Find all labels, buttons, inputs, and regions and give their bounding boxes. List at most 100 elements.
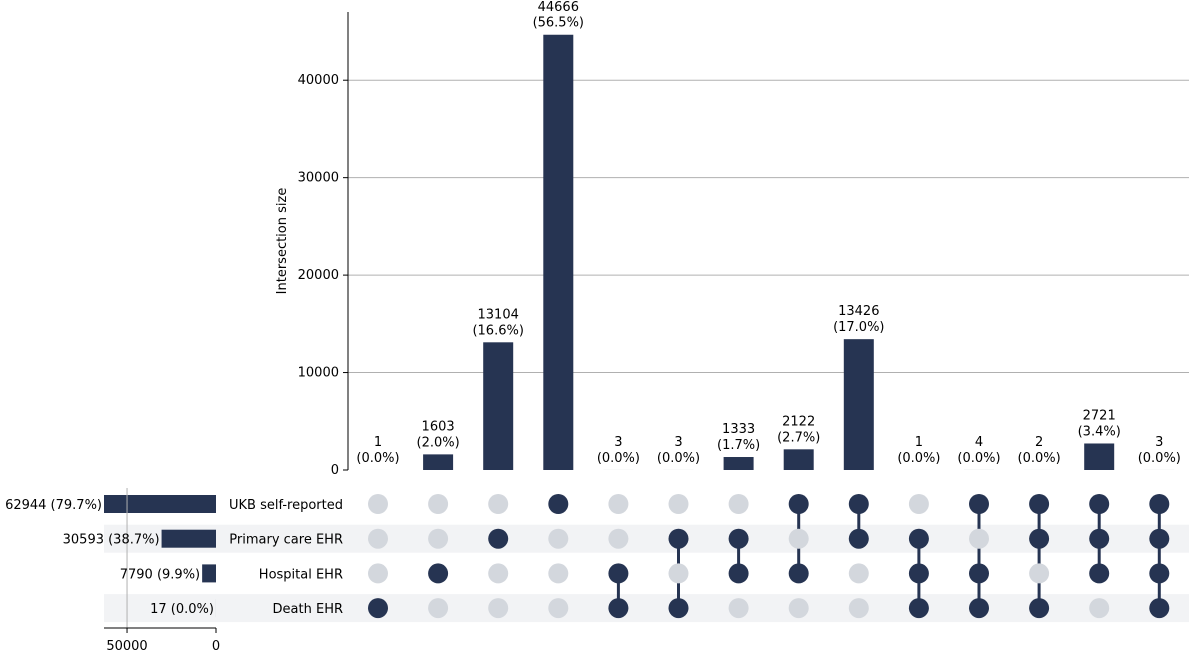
intersection-percent-label: (17.0%) bbox=[833, 320, 884, 335]
intersection-count-label: 4 bbox=[975, 435, 983, 450]
matrix-dot-inactive bbox=[368, 563, 388, 584]
matrix-dot-active bbox=[1029, 494, 1050, 514]
matrix-dot-inactive bbox=[1029, 563, 1050, 584]
set-size-bar bbox=[161, 529, 216, 548]
matrix-dot-active bbox=[1089, 528, 1110, 549]
intersection-percent-label: (2.0%) bbox=[417, 435, 460, 450]
matrix-dot-active bbox=[1089, 494, 1110, 514]
matrix-row-stripe bbox=[104, 594, 1189, 623]
matrix-dot-active bbox=[788, 563, 809, 584]
intersection-count-label: 3 bbox=[1155, 435, 1163, 450]
matrix-dot-active bbox=[608, 563, 629, 584]
intersection-percent-label: (2.7%) bbox=[777, 430, 820, 445]
matrix-dot-inactive bbox=[848, 563, 869, 584]
y-tick-label: 10000 bbox=[298, 366, 339, 381]
matrix-dot-inactive bbox=[488, 563, 509, 584]
matrix-dot-active bbox=[668, 528, 689, 549]
set-size-label: 17 (0.0%) bbox=[150, 602, 214, 617]
intersection-bar bbox=[543, 34, 574, 471]
intersection-percent-label: (3.4%) bbox=[1078, 424, 1121, 439]
matrix-dot-inactive bbox=[608, 494, 629, 514]
set-size-tick-label: 0 bbox=[212, 639, 220, 652]
matrix-dot-active bbox=[788, 494, 809, 514]
intersection-percent-label: (0.0%) bbox=[356, 451, 399, 466]
matrix-dot-inactive bbox=[428, 494, 449, 514]
matrix-dot-inactive bbox=[428, 528, 449, 549]
intersection-count-label: 2122 bbox=[782, 414, 815, 429]
intersection-percent-label: (1.7%) bbox=[717, 438, 760, 453]
matrix-dot-inactive bbox=[668, 494, 689, 514]
matrix-dot-inactive bbox=[908, 494, 929, 514]
matrix-dot-inactive bbox=[488, 494, 509, 514]
intersection-count-label: 2 bbox=[1035, 435, 1043, 450]
set-name-label: Hospital EHR bbox=[259, 567, 343, 582]
set-name-label: Death EHR bbox=[273, 602, 343, 617]
y-tick-label: 40000 bbox=[298, 73, 339, 88]
set-name-label: Primary care EHR bbox=[229, 533, 343, 548]
intersection-percent-label: (0.0%) bbox=[597, 451, 640, 466]
matrix-dot-inactive bbox=[728, 494, 749, 514]
set-size-tick-label: 50000 bbox=[106, 639, 147, 652]
matrix-dot-active bbox=[908, 528, 929, 549]
matrix-dot-inactive bbox=[848, 598, 869, 619]
matrix-dot-active bbox=[848, 528, 869, 549]
set-size-bar bbox=[202, 564, 216, 583]
set-name-label: UKB self-reported bbox=[229, 498, 343, 513]
matrix-dot-active bbox=[969, 563, 989, 584]
matrix-dot-inactive bbox=[788, 528, 809, 549]
matrix-dot-inactive bbox=[728, 598, 749, 619]
intersection-percent-label: (0.0%) bbox=[1018, 451, 1061, 466]
intersection-count-label: 1 bbox=[374, 435, 382, 450]
intersection-percent-label: (0.0%) bbox=[1138, 451, 1181, 466]
intersection-percent-label: (0.0%) bbox=[897, 451, 940, 466]
intersection-percent-label: (0.0%) bbox=[657, 451, 700, 466]
intersection-count-label: 13426 bbox=[838, 304, 879, 319]
matrix-dot-active bbox=[548, 494, 569, 514]
matrix-dot-inactive bbox=[969, 528, 989, 549]
intersection-count-label: 3 bbox=[674, 435, 682, 450]
matrix-dot-active bbox=[848, 494, 869, 514]
matrix-dot-active bbox=[969, 494, 989, 514]
intersection-percent-label: (0.0%) bbox=[957, 451, 1000, 466]
matrix-dot-active bbox=[368, 598, 388, 619]
matrix-dot-active bbox=[1029, 528, 1050, 549]
matrix-dot-active bbox=[488, 528, 509, 549]
matrix-dot-active bbox=[969, 598, 989, 619]
matrix-dot-inactive bbox=[428, 598, 449, 619]
intersection-bar bbox=[483, 342, 514, 470]
intersection-count-label: 13104 bbox=[478, 307, 519, 322]
matrix-dot-inactive bbox=[668, 563, 689, 584]
matrix-dot-active bbox=[908, 563, 929, 584]
matrix-dot-active bbox=[428, 563, 449, 584]
intersection-bar bbox=[723, 457, 754, 470]
matrix-dot-inactive bbox=[548, 563, 569, 584]
y-axis-label: Intersection size bbox=[275, 188, 290, 295]
matrix-dot-active bbox=[1149, 494, 1170, 514]
intersection-bar bbox=[843, 339, 874, 470]
matrix-row-stripe bbox=[104, 524, 1189, 553]
matrix-dot-active bbox=[728, 528, 749, 549]
intersection-count-label: 1603 bbox=[422, 419, 455, 434]
matrix-dot-inactive bbox=[548, 598, 569, 619]
intersection-bar bbox=[423, 454, 454, 470]
matrix-dot-active bbox=[1149, 563, 1170, 584]
matrix-dot-active bbox=[608, 598, 629, 619]
matrix-dot-active bbox=[1149, 598, 1170, 619]
matrix-dot-inactive bbox=[608, 528, 629, 549]
matrix-dot-active bbox=[668, 598, 689, 619]
intersection-percent-label: (56.5%) bbox=[533, 16, 584, 31]
matrix-dot-inactive bbox=[548, 528, 569, 549]
y-tick-label: 30000 bbox=[298, 171, 339, 186]
intersection-count-label: 1 bbox=[915, 435, 923, 450]
matrix-dot-active bbox=[1149, 528, 1170, 549]
y-tick-label: 0 bbox=[331, 463, 339, 478]
matrix-dot-active bbox=[1089, 563, 1110, 584]
matrix-dot-active bbox=[908, 598, 929, 619]
matrix-dot-active bbox=[728, 563, 749, 584]
intersection-count-label: 3 bbox=[614, 435, 622, 450]
matrix-dot-inactive bbox=[788, 598, 809, 619]
set-size-label: 30593 (38.7%) bbox=[63, 533, 160, 548]
intersection-percent-label: (16.6%) bbox=[472, 323, 523, 338]
intersection-count-label: 44666 bbox=[538, 0, 579, 15]
